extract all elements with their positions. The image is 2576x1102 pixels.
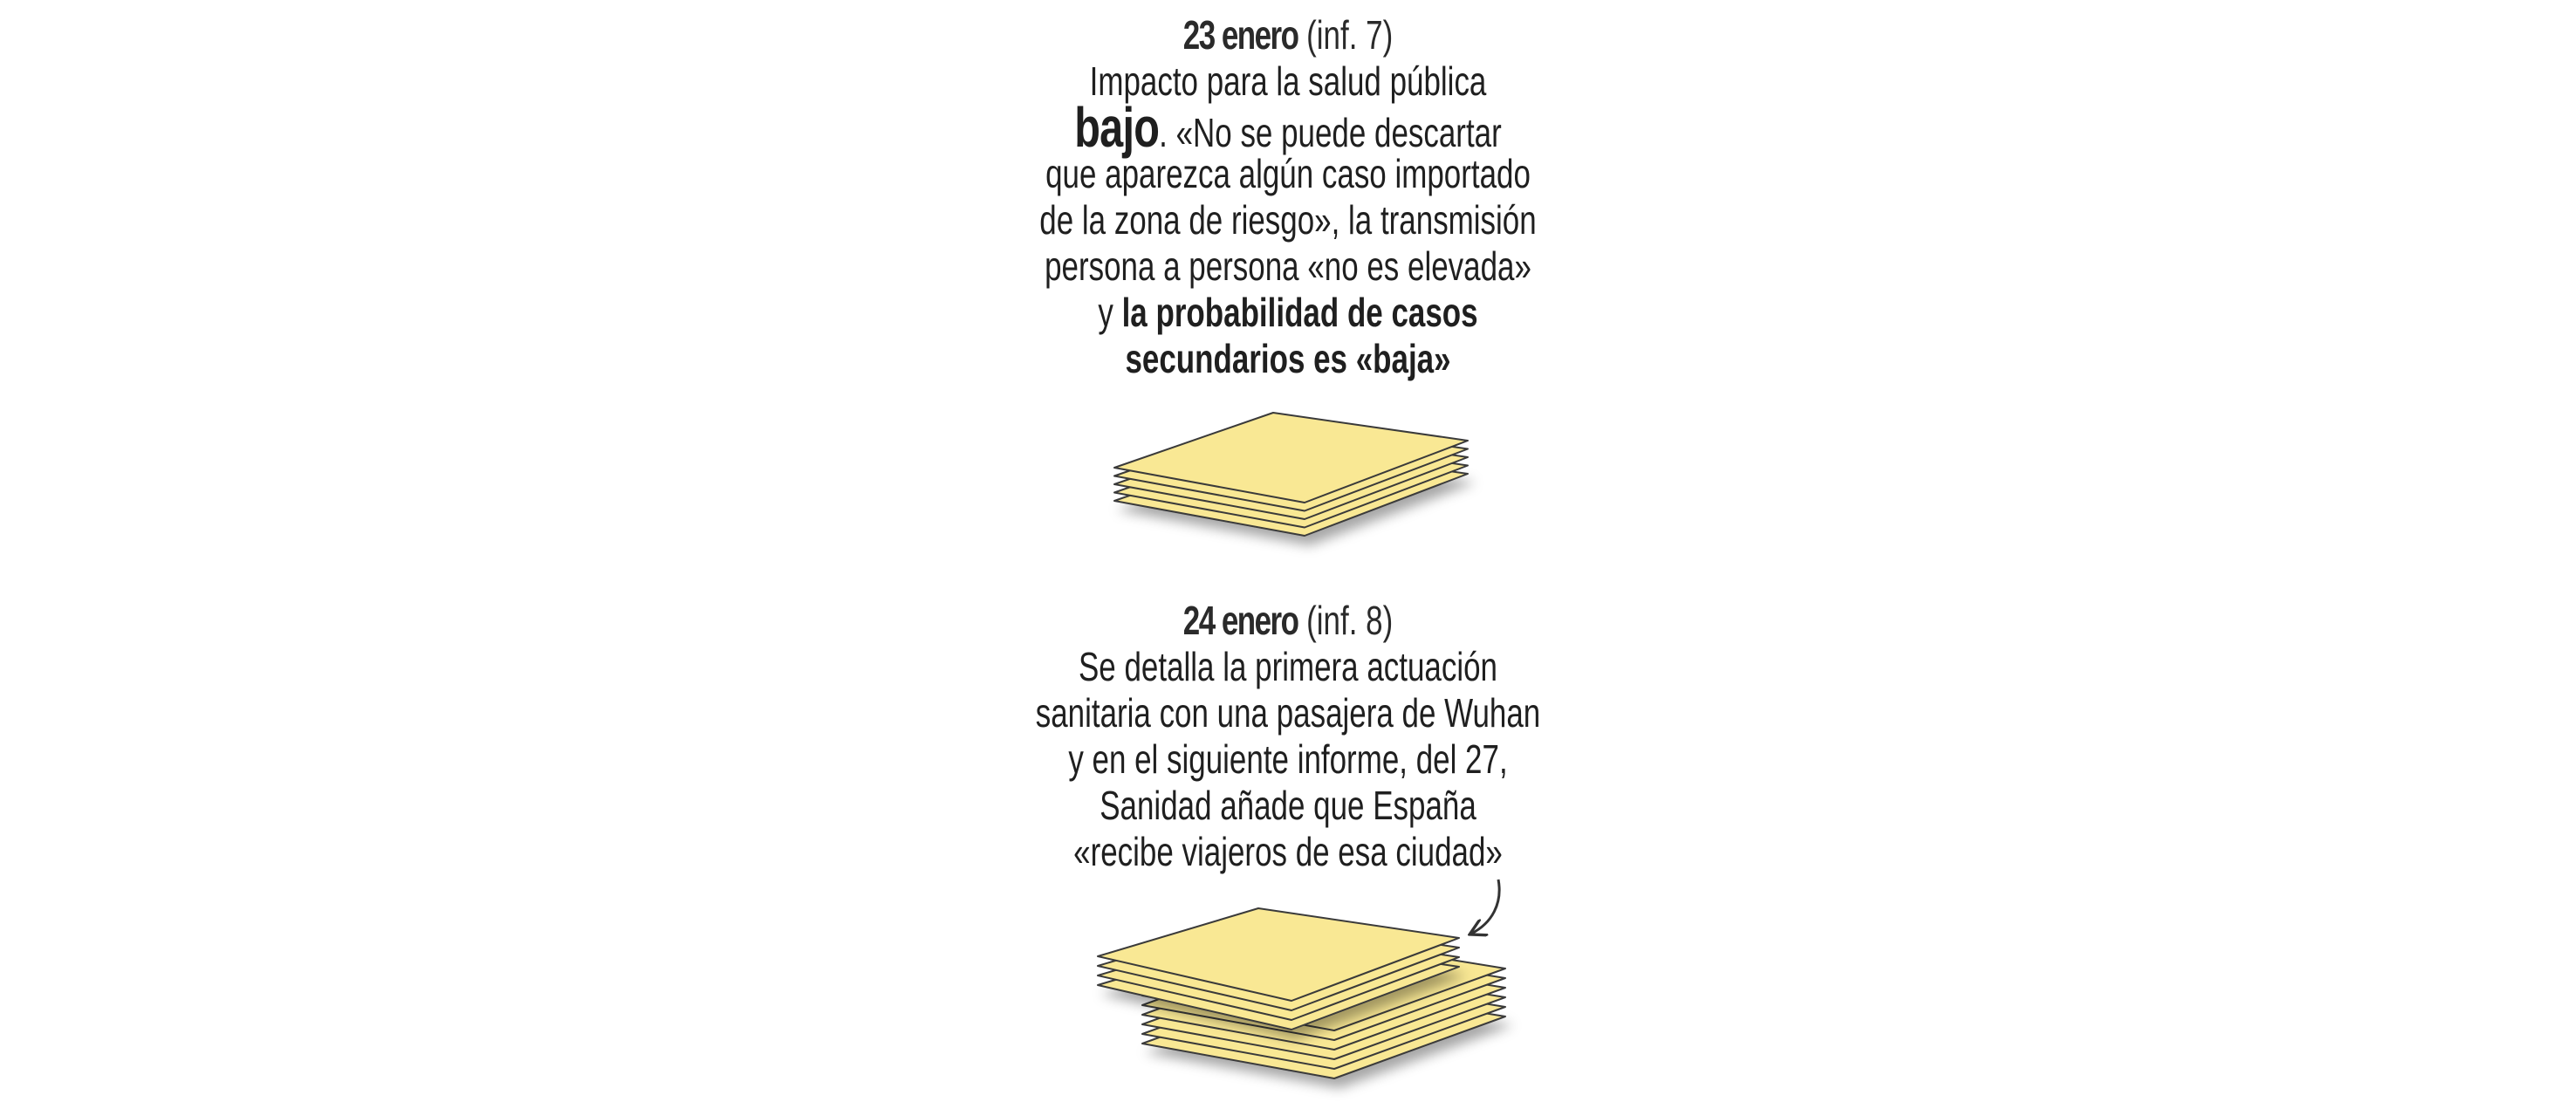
text-line: Se detalla la primera actuación bbox=[956, 644, 1620, 690]
emphasis-text: bajo bbox=[1074, 96, 1160, 159]
text-line: secundarios es «baja» bbox=[956, 336, 1620, 382]
body-text: Sanidad añade que España bbox=[1100, 783, 1476, 828]
document-sheet bbox=[1113, 412, 1469, 503]
emphasis-text: la probabilidad de casos bbox=[1121, 290, 1478, 335]
text-line: y la probabilidad de casos bbox=[956, 290, 1620, 336]
body-text: . «No se puede descartar bbox=[1159, 110, 1502, 155]
body-text: que aparezca algún caso importado bbox=[1045, 151, 1531, 196]
text-line: de la zona de riesgo», la transmisión bbox=[956, 197, 1620, 243]
entry-date: 24 enero bbox=[1182, 598, 1299, 643]
text-line: Impacto para la salud pública bbox=[956, 58, 1620, 105]
emphasis-text: secundarios es «baja» bbox=[1125, 336, 1451, 381]
entry-heading: 23 enero (inf. 7) bbox=[956, 12, 1620, 58]
body-text: Se detalla la primera actuación bbox=[1078, 644, 1498, 689]
body-text: de la zona de riesgo», la transmisión bbox=[1039, 197, 1537, 243]
body-text: «recibe viajeros de esa ciudad» bbox=[1073, 829, 1503, 874]
text-line: sanitaria con una pasajera de Wuhan bbox=[956, 690, 1620, 736]
entry-heading: 24 enero (inf. 8) bbox=[956, 598, 1620, 644]
entry-ref: (inf. 8) bbox=[1306, 598, 1394, 643]
text-line: que aparezca algún caso importado bbox=[956, 151, 1620, 197]
text-line: «recibe viajeros de esa ciudad» bbox=[956, 829, 1620, 875]
body-text: persona a persona «no es elevada» bbox=[1045, 243, 1531, 289]
text-line: bajo. «No se puede descartar bbox=[956, 99, 1620, 155]
text-line: Sanidad añade que España bbox=[956, 783, 1620, 829]
document-sheet bbox=[1097, 907, 1460, 1002]
entry-ref: (inf. 7) bbox=[1306, 12, 1394, 58]
body-text: Impacto para la salud pública bbox=[1089, 58, 1487, 104]
body-text: y bbox=[1098, 290, 1122, 335]
body-text: sanitaria con una pasajera de Wuhan bbox=[1035, 690, 1541, 736]
body-text: y en el siguiente informe, del 27, bbox=[1068, 736, 1508, 782]
document-stack-upper bbox=[1097, 907, 1460, 1030]
entry-23-enero: 23 enero (inf. 7) Impacto para la salud … bbox=[852, 12, 1724, 382]
text-line: y en el siguiente informe, del 27, bbox=[956, 736, 1620, 783]
arrow-icon bbox=[1471, 879, 1501, 934]
document-stack-23-enero bbox=[1113, 412, 1469, 537]
text-line: persona a persona «no es elevada» bbox=[956, 243, 1620, 290]
entry-24-enero: 24 enero (inf. 8) Se detalla la primera … bbox=[852, 598, 1724, 875]
entry-date: 23 enero bbox=[1182, 12, 1299, 58]
